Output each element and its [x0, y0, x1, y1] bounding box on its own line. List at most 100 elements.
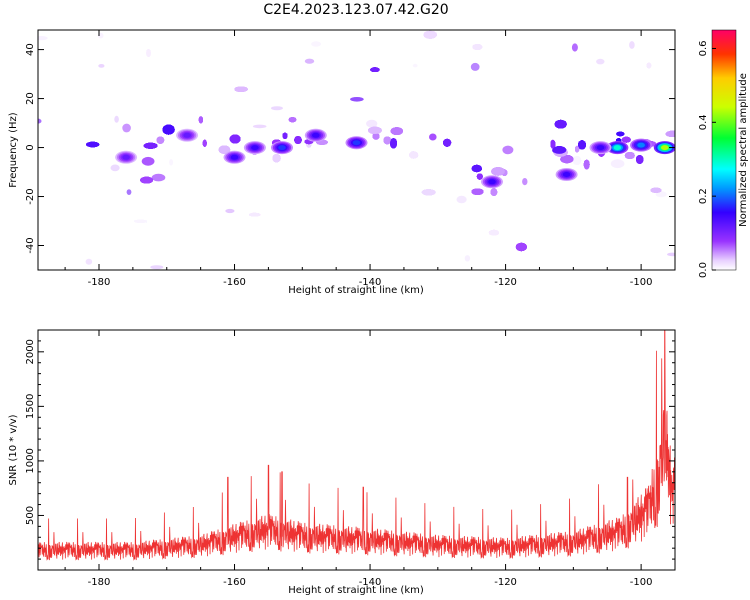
- ridge-blob: [575, 145, 580, 153]
- ridge-blob: [490, 188, 498, 196]
- noise-blob: [304, 58, 315, 64]
- snr-x-ticks: -180 -160 -140 -120 -100: [64, 330, 676, 588]
- noise-blob: [573, 156, 582, 165]
- noise-blob: [311, 41, 322, 47]
- colorbar-ticks: 0.0 0.2 0.4 0.6: [698, 41, 716, 278]
- noise-blob: [225, 208, 235, 214]
- noise-blob: [515, 242, 527, 252]
- snr-plot-area: [38, 330, 675, 561]
- snr-series-line: [38, 330, 675, 561]
- y-tick-label: 40: [25, 43, 36, 56]
- noise-blob: [114, 115, 119, 123]
- y-tick-label: 20: [25, 92, 36, 105]
- noise-blob: [370, 67, 380, 72]
- ridge-blob: [560, 155, 574, 164]
- y-tick-label: -40: [25, 237, 36, 253]
- noise-blob: [122, 123, 131, 133]
- spectral-peak: [488, 179, 496, 185]
- y-tick-label: -20: [25, 188, 36, 204]
- noise-blob: [655, 191, 667, 198]
- ridge-blob: [294, 136, 302, 144]
- y-tick-label: 1500: [25, 394, 36, 419]
- ridge-blob: [616, 131, 625, 137]
- x-tick-label: -100: [630, 277, 653, 288]
- ridge-blob: [491, 167, 505, 176]
- spectral-peak: [637, 142, 645, 148]
- ridge-blob: [368, 126, 382, 134]
- noise-blob: [571, 43, 578, 52]
- ridge-blob: [578, 140, 586, 150]
- colorbar-tick-label: 0.4: [698, 114, 709, 130]
- ridge-blob: [471, 188, 484, 195]
- spectrogram-plot-area: [38, 30, 675, 270]
- spectral-peak: [613, 145, 622, 151]
- noise-blob: [234, 86, 248, 92]
- spectral-peak: [251, 145, 259, 151]
- spectrogram-blobs: [38, 30, 675, 270]
- noise-blob: [366, 119, 378, 128]
- x-tick-label: -140: [359, 577, 382, 588]
- x-tick-label: -180: [88, 577, 111, 588]
- noise-blob: [288, 117, 297, 123]
- noise-blob: [650, 187, 662, 193]
- spectrogram-x-ticks: -180 -160 -140 -120 -100: [64, 30, 676, 288]
- spectral-peak: [352, 140, 361, 146]
- noise-blob: [110, 164, 120, 172]
- snr-panel: -180 -160 -140 -120 -100 500 1000 1500 2000 Hei…: [8, 329, 676, 596]
- ridge-blob: [372, 133, 380, 140]
- noise-blob: [252, 124, 267, 129]
- noise-blob: [140, 176, 153, 184]
- noise-blob: [488, 229, 499, 236]
- x-tick-label: -100: [630, 577, 653, 588]
- x-tick-label: -160: [223, 577, 246, 588]
- x-tick-label: -140: [359, 277, 382, 288]
- snr-y-axis-label: SNR (10 * v/v): [8, 414, 19, 485]
- spectrogram-panel: -180 -160 -140 -120 -100 -40 -20 0 20 40 Height …: [8, 29, 676, 296]
- ridge-blob: [476, 173, 483, 180]
- ridge-blob: [218, 145, 231, 154]
- noise-blob: [85, 258, 93, 265]
- noise-blob: [38, 36, 48, 41]
- ridge-blob: [390, 127, 403, 135]
- ridge-blob: [550, 139, 556, 149]
- noise-blob: [429, 133, 437, 141]
- ridge-blob: [471, 164, 482, 173]
- noise-blob: [126, 189, 132, 196]
- noise-blob: [646, 62, 652, 69]
- spectral-peak: [183, 132, 191, 138]
- ridge-blob: [552, 146, 567, 154]
- noise-blob: [134, 219, 147, 223]
- noise-blob: [151, 173, 166, 182]
- x-tick-label: -120: [494, 277, 517, 288]
- noise-blob: [522, 178, 528, 186]
- noise-blob: [464, 255, 471, 262]
- noise-blob: [98, 64, 105, 68]
- y-tick-label: 2000: [25, 339, 36, 364]
- snr-x-axis-label: Height of straight line (km): [288, 585, 424, 596]
- ridge-blob: [624, 152, 635, 159]
- snr-y-ticks: 500 1000 1500 2000: [25, 329, 675, 560]
- ridge-blob: [282, 132, 288, 139]
- noise-blob: [470, 62, 480, 71]
- noise-blob: [456, 195, 467, 204]
- noise-blob: [146, 49, 151, 57]
- ridge-blob: [621, 136, 631, 143]
- ridge-blob: [383, 136, 391, 145]
- colorbar: 0.0 0.2 0.4 0.6 Normalized spectral amplitu…: [698, 29, 749, 278]
- ridge-blob: [665, 130, 675, 137]
- noise-blob: [409, 151, 419, 159]
- spectrogram-frame: [37, 29, 676, 271]
- noise-blob: [421, 189, 436, 196]
- noise-blob: [472, 44, 483, 50]
- noise-blob: [610, 159, 625, 169]
- noise-blob: [150, 265, 164, 270]
- ridge-blob: [156, 136, 165, 144]
- noise-blob: [272, 154, 281, 163]
- noise-blob: [596, 58, 605, 65]
- ridge-blob: [443, 138, 452, 147]
- ridge-blob: [143, 142, 158, 149]
- spectral-peak: [596, 145, 605, 151]
- noise-blob: [141, 156, 155, 166]
- spectral-peak: [562, 172, 571, 177]
